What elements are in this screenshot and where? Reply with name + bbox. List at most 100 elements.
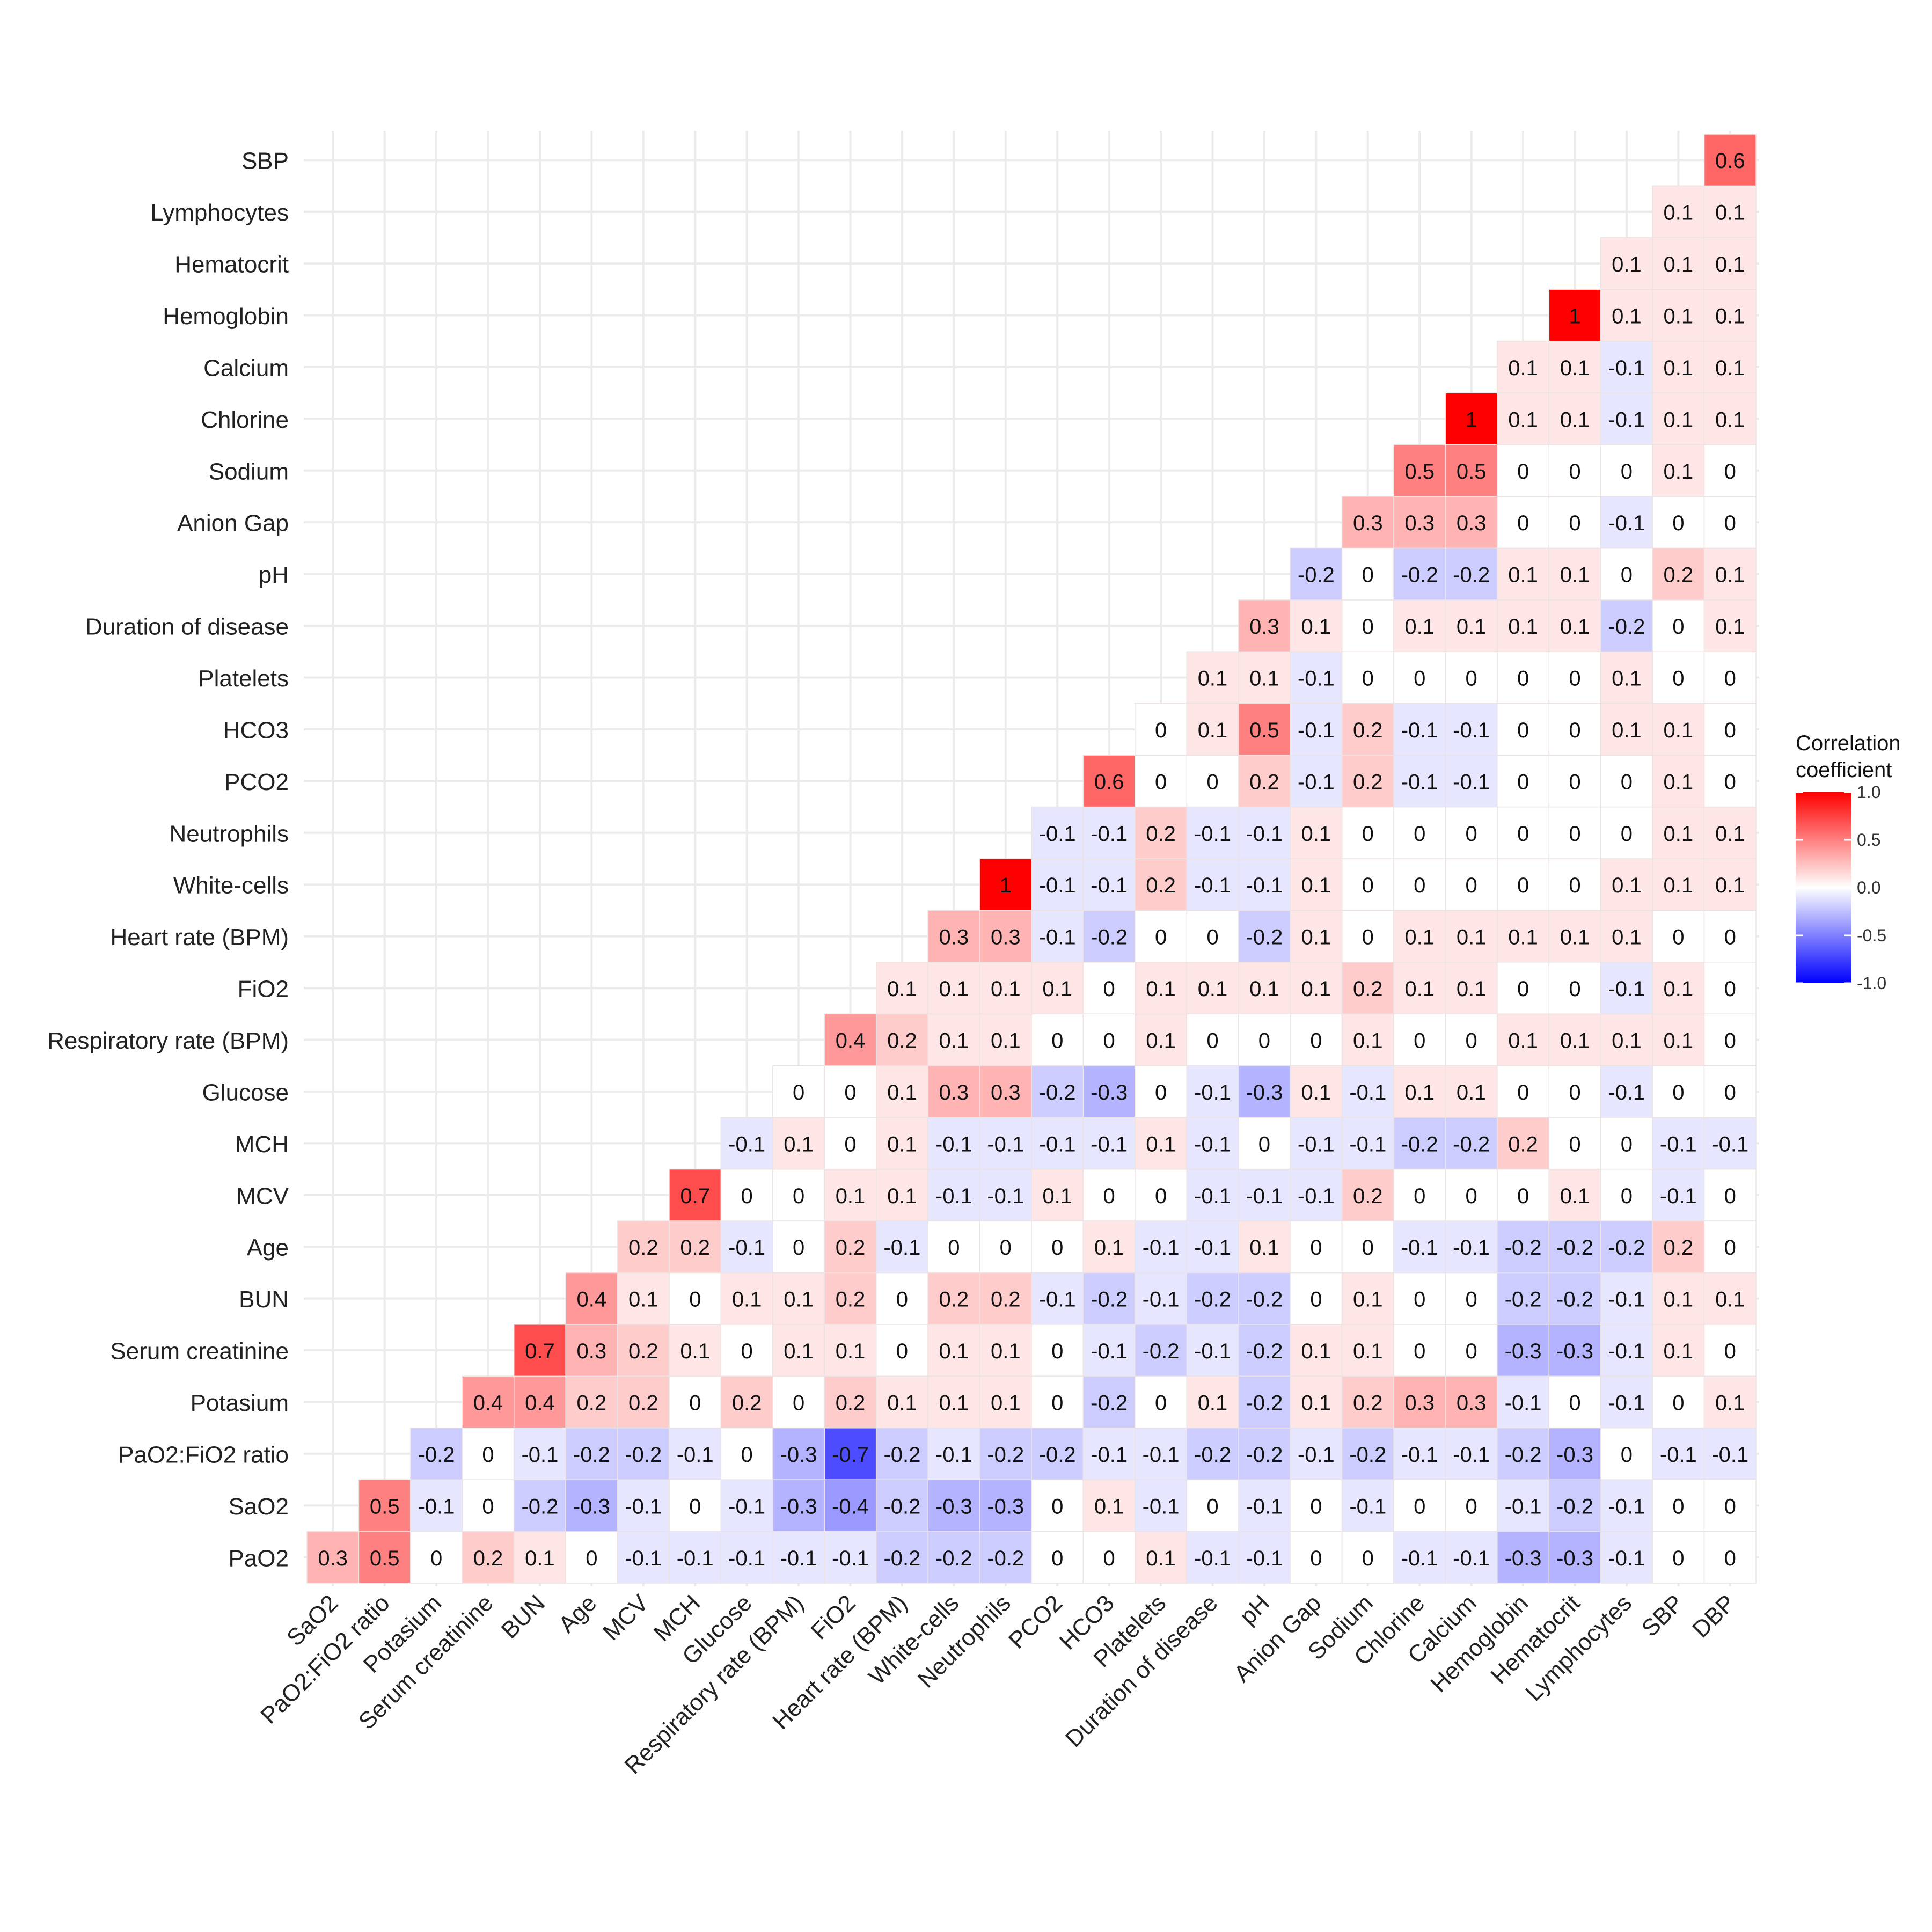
cell-value-label: 0.1 — [991, 1392, 1021, 1415]
cell-value-label: -0.1 — [1401, 770, 1438, 794]
cell-value-label: 0.1 — [1508, 356, 1538, 380]
cell-value-label: 0.2 — [577, 1392, 607, 1415]
cell-value-label: 0 — [1155, 770, 1167, 794]
cell-value-label: 0.2 — [1664, 1236, 1694, 1260]
cell-value-label: -0.1 — [1246, 1495, 1283, 1518]
cell-value-label: 0.1 — [1664, 201, 1694, 225]
x-tick-label: BUN — [496, 1590, 550, 1643]
heatmap-cell — [1652, 806, 1705, 859]
cell-value-label: 0.2 — [473, 1547, 503, 1570]
cell-value-label: 0.2 — [1146, 874, 1176, 897]
y-tick-label: Potasium — [191, 1390, 289, 1416]
heatmap-cell — [1290, 1375, 1343, 1429]
heatmap-cell — [1600, 392, 1653, 445]
cell-value-label: -0.1 — [418, 1495, 455, 1518]
heatmap-cell — [1445, 599, 1498, 653]
cell-value-label: 0 — [1051, 1029, 1063, 1053]
cell-value-label: 0 — [793, 1184, 804, 1208]
cell-value-label: 0.3 — [577, 1340, 607, 1363]
heatmap-cell — [1186, 755, 1239, 808]
y-tick-label: Hematocrit — [174, 252, 289, 278]
heatmap-cell — [617, 1427, 670, 1480]
heatmap-cell — [1290, 858, 1343, 911]
heatmap-cell — [1290, 1065, 1343, 1118]
heatmap-cell — [1497, 962, 1550, 1015]
cell-value-label: 0 — [1724, 1081, 1736, 1104]
cell-value-label: 0.1 — [836, 1184, 866, 1208]
legend-tick-label: -0.5 — [1857, 926, 1886, 945]
cell-value-label: -0.1 — [1608, 356, 1645, 380]
heatmap-cell — [1548, 1531, 1601, 1584]
heatmap-cell — [1445, 702, 1498, 756]
heatmap-cell — [1031, 1531, 1084, 1584]
cell-value-label: -0.1 — [1246, 874, 1283, 897]
heatmap-cell — [1600, 962, 1653, 1015]
cell-value-label: 1 — [1569, 305, 1580, 328]
cell-value-label: -0.1 — [1711, 1132, 1748, 1156]
cell-value-label: -0.1 — [935, 1132, 972, 1156]
cell-value-label: 0 — [689, 1495, 701, 1518]
heatmap-cell — [1600, 289, 1653, 342]
cell-value-label: 0.3 — [1249, 615, 1279, 639]
heatmap-cell — [720, 1479, 773, 1532]
heatmap-cell — [617, 1272, 670, 1325]
y-tick-label: Heart rate (BPM) — [110, 924, 289, 950]
cell-value-label: 0.1 — [1664, 305, 1694, 328]
heatmap-cell — [1600, 1531, 1653, 1584]
cell-value-label: 0 — [430, 1547, 442, 1570]
heatmap-cell — [1393, 1065, 1446, 1118]
cell-value-label: -0.1 — [1194, 1081, 1231, 1104]
heatmap-cell — [1290, 547, 1343, 601]
cell-value-label: 0.3 — [318, 1547, 348, 1570]
cell-value-label: 0.5 — [1457, 460, 1487, 484]
cell-value-label: -0.2 — [1556, 1236, 1593, 1260]
heatmap-cell — [1135, 1427, 1188, 1480]
heatmap-cell — [1393, 1375, 1446, 1429]
heatmap-cell — [1290, 651, 1343, 704]
cell-value-label: 0 — [1414, 1184, 1425, 1208]
heatmap-cell — [772, 1065, 825, 1118]
cell-value-label: 0.1 — [1612, 926, 1642, 949]
cell-value-label: -0.1 — [883, 1236, 920, 1260]
heatmap-cell — [1600, 1117, 1653, 1170]
cell-value-label: -0.2 — [1505, 1443, 1542, 1467]
cell-value-label: -0.1 — [1143, 1236, 1180, 1260]
cell-value-label: 1 — [1466, 408, 1477, 431]
cell-value-label: -0.2 — [1401, 564, 1438, 587]
cell-value-label: -0.2 — [1401, 1132, 1438, 1156]
heatmap-cell — [1082, 1531, 1136, 1584]
cell-value-label: 0.1 — [784, 1288, 814, 1312]
heatmap-cell — [617, 1324, 670, 1377]
cell-value-label: 0.1 — [887, 1184, 917, 1208]
cell-value-label: -0.1 — [1453, 1443, 1490, 1467]
cell-value-label: -0.1 — [1608, 511, 1645, 535]
cell-value-label: 0 — [844, 1132, 856, 1156]
cell-value-label: -0.2 — [1039, 1443, 1076, 1467]
heatmap-cell — [1393, 1117, 1446, 1170]
heatmap-cell — [669, 1220, 722, 1274]
heatmap-cell — [1082, 858, 1136, 911]
cell-value-label: 0 — [1206, 1495, 1218, 1518]
heatmap-cell — [1393, 858, 1446, 911]
cell-value-label: -0.1 — [1608, 1288, 1645, 1312]
cell-value-label: 0 — [1258, 1029, 1270, 1053]
cell-value-label: 0 — [1569, 770, 1580, 794]
heatmap-cell — [1186, 1272, 1239, 1325]
cell-value-label: 0.1 — [1715, 615, 1745, 639]
cell-value-label: -0.1 — [1608, 1547, 1645, 1570]
y-tick-label: Anion Gap — [177, 510, 289, 537]
y-tick-label: PCO2 — [224, 769, 289, 795]
heatmap-cell — [1031, 806, 1084, 859]
heatmap-cell — [1600, 1427, 1653, 1480]
legend-title-line-1: Correlation — [1796, 731, 1901, 755]
y-tick-label: MCV — [236, 1183, 289, 1209]
y-tick-label: HCO3 — [223, 717, 289, 743]
cell-value-label: -0.1 — [1039, 1288, 1076, 1312]
cell-value-label: 0 — [1724, 1495, 1736, 1518]
heatmap-cell — [1703, 858, 1757, 911]
cell-value-label: -0.2 — [1039, 1081, 1076, 1104]
heatmap-cell — [1548, 1427, 1601, 1480]
cell-value-label: 0 — [1258, 1132, 1270, 1156]
